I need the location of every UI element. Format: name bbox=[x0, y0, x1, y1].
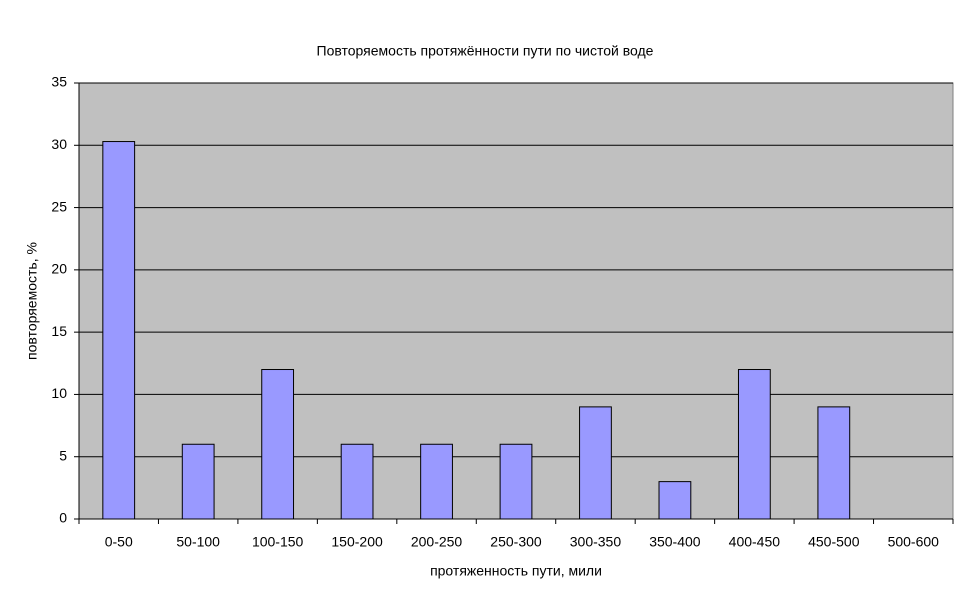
x-tick-label: 50-100 bbox=[176, 534, 220, 550]
chart-title: Повторяемость протяжённости пути по чист… bbox=[317, 43, 654, 59]
bar bbox=[658, 481, 692, 520]
y-tick-label: 30 bbox=[51, 136, 67, 152]
bar bbox=[420, 443, 453, 520]
x-axis-label: протяженность пути, мили bbox=[430, 563, 602, 579]
bar bbox=[181, 443, 215, 520]
y-tick-label: 15 bbox=[51, 323, 67, 339]
x-tick-label: 450-500 bbox=[808, 534, 860, 550]
x-tick-label: 100-150 bbox=[252, 534, 304, 550]
x-tick-label: 250-300 bbox=[490, 534, 542, 550]
x-tick-label: 350-400 bbox=[649, 534, 701, 550]
bar bbox=[737, 369, 771, 520]
y-tick-label: 20 bbox=[51, 261, 67, 277]
y-tick-label: 0 bbox=[59, 510, 67, 526]
y-axis-label: повторяемость, % bbox=[24, 242, 40, 360]
x-tick-label: 0-50 bbox=[105, 534, 133, 550]
x-tick-label: 400-450 bbox=[729, 534, 781, 550]
bar bbox=[102, 141, 136, 520]
bar bbox=[340, 443, 374, 520]
x-tick-label: 300-350 bbox=[570, 534, 622, 550]
y-tick-label: 5 bbox=[59, 447, 67, 463]
y-tick-label: 10 bbox=[51, 385, 67, 401]
bar bbox=[261, 369, 295, 520]
bar bbox=[499, 443, 533, 520]
x-tick-label: 200-250 bbox=[411, 534, 463, 550]
bar bbox=[817, 406, 851, 520]
x-tick-label: 500-600 bbox=[888, 534, 940, 550]
y-tick-label: 25 bbox=[51, 198, 67, 214]
bar bbox=[579, 406, 612, 520]
x-tick-label: 150-200 bbox=[331, 534, 383, 550]
y-tick-label: 35 bbox=[51, 74, 67, 90]
